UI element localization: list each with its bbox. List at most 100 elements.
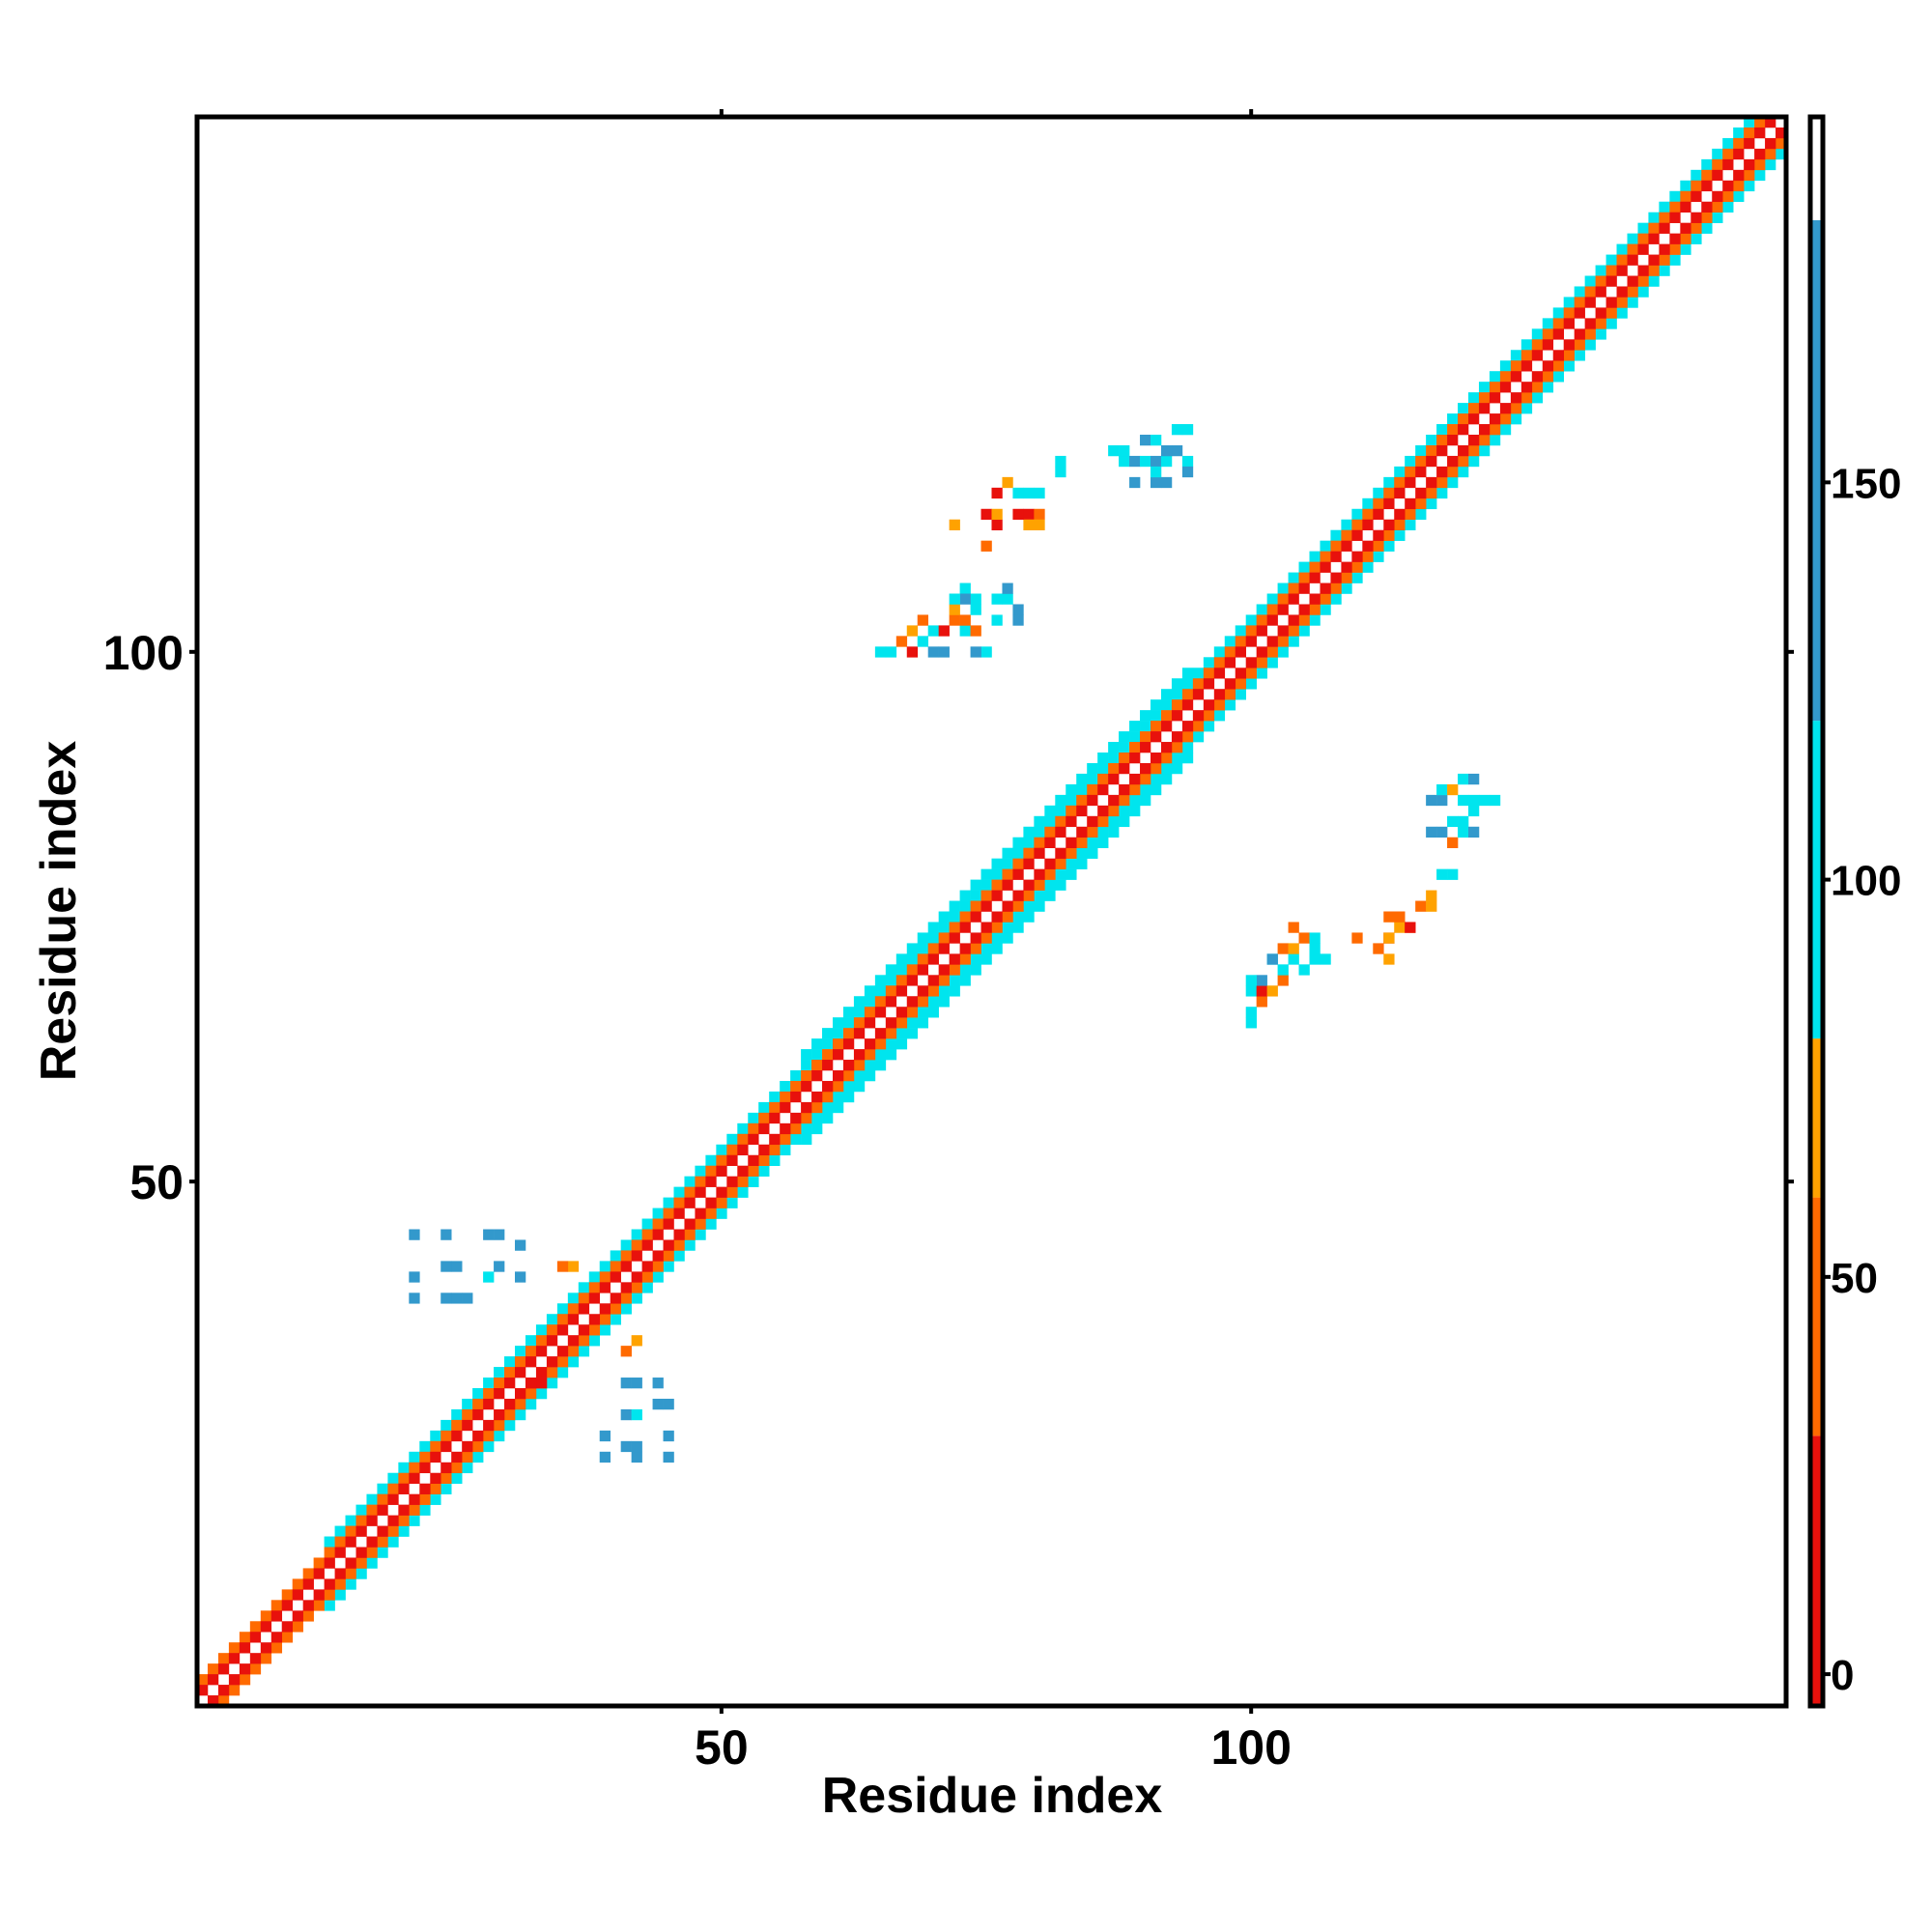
heatmap-cell	[1468, 444, 1480, 457]
heatmap-cell	[1605, 318, 1617, 329]
heatmap-cell	[1320, 540, 1331, 552]
heatmap-cell	[1542, 318, 1554, 329]
heatmap-cell	[1277, 646, 1289, 658]
heatmap-cell	[1373, 487, 1384, 499]
heatmap-cell	[949, 593, 960, 605]
heatmap-cell	[599, 1324, 611, 1336]
heatmap-cell	[1373, 529, 1384, 541]
heatmap-cell	[1499, 382, 1512, 393]
heatmap-cell	[1160, 773, 1173, 785]
heatmap-cell	[864, 985, 876, 997]
heatmap-cell	[695, 1218, 706, 1230]
heatmap-cell	[1426, 890, 1437, 901]
heatmap-cell	[874, 985, 887, 997]
heatmap-cell	[1680, 233, 1691, 244]
colorbar-tick-label: 50	[1831, 1255, 1878, 1302]
heatmap-cell	[546, 1356, 558, 1368]
heatmap-cell	[207, 1663, 219, 1675]
heatmap-cell	[1023, 826, 1035, 838]
heatmap-cell	[1203, 721, 1215, 732]
heatmap-cell	[641, 1271, 653, 1283]
heatmap-cell	[1426, 497, 1437, 510]
heatmap-cell	[451, 1419, 463, 1432]
heatmap-cell	[462, 1398, 473, 1410]
colorbar-band	[1810, 721, 1823, 1039]
heatmap-cell	[1012, 922, 1024, 933]
heatmap-cell	[556, 1261, 569, 1272]
heatmap-cell	[324, 1589, 335, 1601]
heatmap-cell	[1002, 879, 1013, 891]
heatmap-cell	[917, 636, 928, 647]
heatmap-cell	[980, 890, 992, 901]
heatmap-cell	[1012, 508, 1024, 521]
heatmap-cell	[1055, 879, 1066, 891]
heatmap-cell	[1108, 805, 1120, 817]
heatmap-cell	[1447, 815, 1459, 828]
heatmap-cell	[1097, 773, 1109, 785]
heatmap-cell	[1181, 742, 1194, 753]
heatmap-cell	[822, 1080, 834, 1093]
heatmap-cell	[1087, 826, 1098, 838]
heatmap-cell	[1531, 382, 1544, 393]
heatmap-cell	[345, 1536, 356, 1548]
heatmap-cell	[462, 1451, 473, 1463]
heatmap-cell	[980, 932, 992, 944]
heatmap-cell	[483, 1229, 495, 1240]
heatmap-cell	[705, 1197, 717, 1208]
heatmap-cell	[949, 932, 960, 944]
heatmap-cell	[1097, 783, 1109, 796]
heatmap-cell	[1277, 582, 1289, 594]
heatmap-cell	[1458, 815, 1469, 828]
heatmap-cell	[1256, 985, 1267, 997]
heatmap-cell	[1320, 561, 1331, 573]
heatmap-cell	[991, 614, 1003, 626]
heatmap-cell	[864, 1017, 876, 1029]
heatmap-cell	[302, 1568, 314, 1579]
colorbar-tick-label: 0	[1831, 1652, 1854, 1699]
heatmap-cell	[1044, 805, 1056, 817]
heatmap-cell	[970, 932, 981, 944]
heatmap-cell	[842, 1017, 855, 1029]
heatmap-cell	[1245, 657, 1257, 668]
heatmap-cell	[1648, 212, 1660, 223]
heatmap-cell	[1426, 476, 1437, 489]
heatmap-cell	[1256, 668, 1267, 679]
heatmap-cell	[1224, 657, 1236, 668]
heatmap-cell	[440, 1483, 452, 1494]
heatmap-cell	[1754, 117, 1766, 128]
heatmap-cell	[1076, 773, 1088, 785]
heatmap-cell	[822, 1091, 834, 1103]
heatmap-cell	[1256, 625, 1267, 637]
heatmap-cell	[895, 636, 908, 647]
heatmap-cell	[1415, 466, 1427, 478]
heatmap-cell	[1510, 371, 1522, 383]
heatmap-cell	[1552, 350, 1564, 361]
heatmap-cell	[1468, 455, 1480, 468]
heatmap-cell	[938, 922, 950, 933]
heatmap-cell	[451, 1293, 463, 1304]
heatmap-cell	[833, 1101, 844, 1114]
heatmap-cell	[1171, 753, 1183, 764]
heatmap-cell	[1002, 847, 1013, 859]
heatmap-cell	[1499, 424, 1512, 436]
heatmap-cell	[1468, 773, 1480, 785]
heatmap-cell	[440, 1261, 452, 1272]
heatmap-cell	[1669, 243, 1681, 255]
heatmap-cell	[726, 1176, 738, 1187]
heatmap-cell	[1288, 943, 1299, 954]
heatmap-cell	[1659, 201, 1670, 213]
x-tick-label: 50	[695, 1720, 749, 1775]
heatmap-cell	[1151, 455, 1162, 468]
heatmap-cell	[1065, 837, 1077, 848]
heatmap-cell	[515, 1388, 526, 1400]
heatmap-cell	[1235, 646, 1246, 658]
heatmap-cell	[1754, 158, 1766, 171]
heatmap-cell	[726, 1197, 738, 1208]
heatmap-cell	[578, 1282, 590, 1293]
heatmap-cell	[355, 1515, 367, 1526]
heatmap-cell	[737, 1186, 749, 1198]
heatmap-cell	[1574, 339, 1585, 351]
heatmap-cell	[1012, 858, 1024, 869]
heatmap-cell	[1415, 487, 1427, 499]
heatmap-cell	[801, 1112, 812, 1124]
